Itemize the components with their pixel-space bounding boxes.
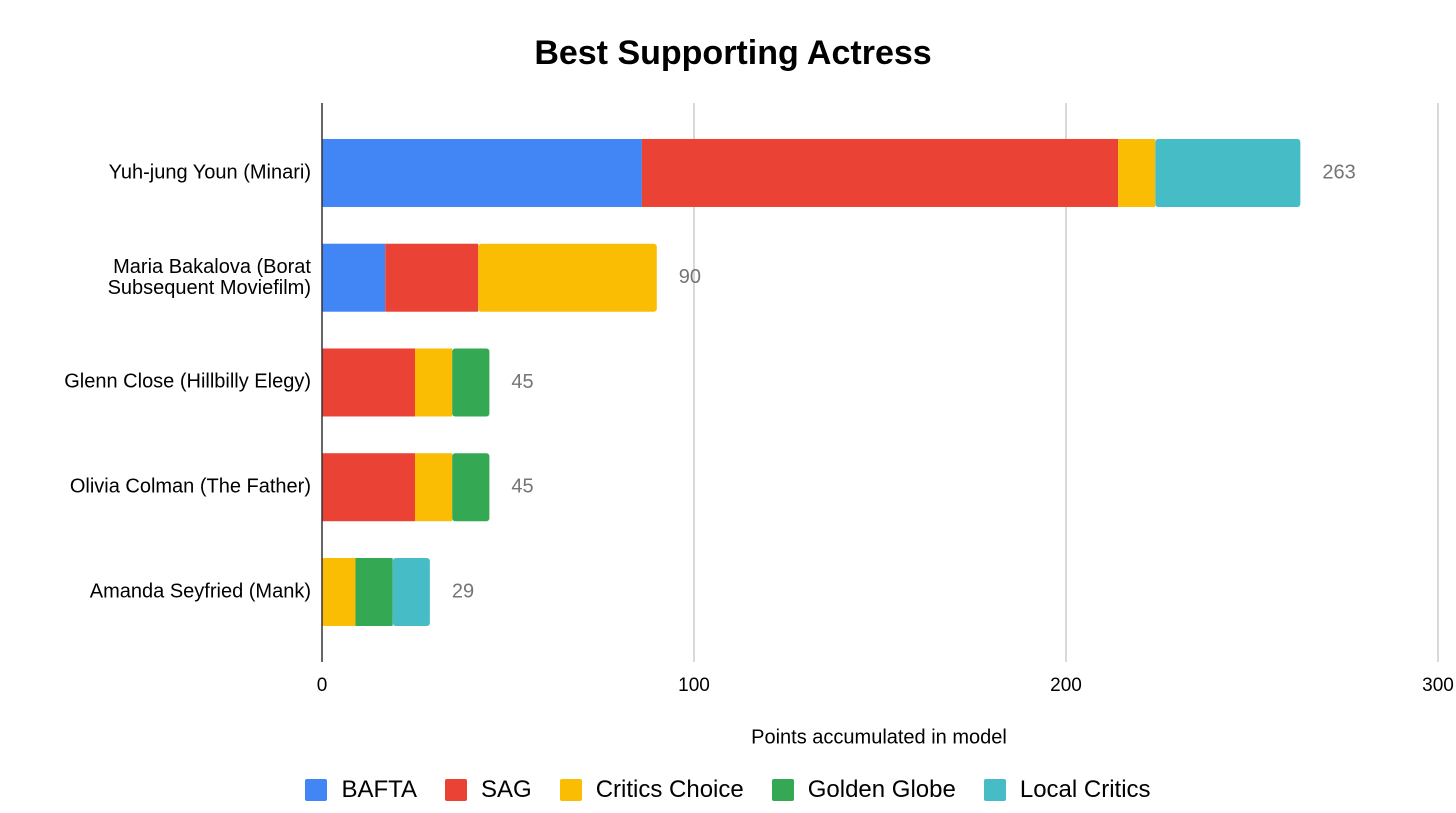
y-tick-label: Maria Bakalova (Borat Subsequent Moviefi… xyxy=(107,255,311,299)
legend-label: Critics Choice xyxy=(595,776,744,803)
bar-segment xyxy=(322,348,415,417)
x-tick-label: 0 xyxy=(317,675,328,696)
bar-segment xyxy=(322,453,415,522)
legend-swatch xyxy=(983,779,1006,801)
legend-swatch xyxy=(445,779,468,801)
bar-segment xyxy=(452,453,490,522)
legend-item: BAFTA xyxy=(305,776,417,804)
legend-swatch xyxy=(771,779,794,801)
legend-item: Critics Choice xyxy=(559,776,744,804)
bar-segment xyxy=(1118,138,1156,207)
legend: BAFTA SAG Critics Choice Golden Globe Local … xyxy=(0,776,1456,804)
legend-label: Local Critics xyxy=(1019,776,1151,803)
legend-item: SAG xyxy=(445,776,532,804)
y-tick-label: Glenn Close (Hillbilly Elegy) xyxy=(64,370,311,393)
x-tick-label: 300 xyxy=(1422,675,1454,696)
total-label: 263 xyxy=(1322,161,1355,183)
legend-swatch xyxy=(305,779,328,801)
bar-segment xyxy=(322,138,642,207)
bar-segment xyxy=(415,348,453,417)
bar-segment xyxy=(322,557,356,626)
legend-label: Golden Globe xyxy=(807,776,956,803)
x-tick-label: 100 xyxy=(678,675,710,696)
total-label: 29 xyxy=(452,580,474,602)
x-axis-title: Points accumulated in model xyxy=(751,726,1007,748)
bar-segment xyxy=(452,348,490,417)
bar-segment xyxy=(392,557,430,626)
y-tick-label: Yuh-jung Youn (Minari) xyxy=(108,161,311,184)
legend-label: BAFTA xyxy=(341,776,418,803)
bar-segment xyxy=(1155,138,1301,207)
bar-segment xyxy=(415,453,453,522)
legend-item: Golden Globe xyxy=(771,776,956,804)
bar-segment xyxy=(385,243,479,312)
chart-title: Best Supporting Actress xyxy=(534,34,931,72)
legend-label: SAG xyxy=(481,776,532,803)
bar-segment xyxy=(322,243,386,312)
y-tick-label: Amanda Seyfried (Mank) xyxy=(89,580,311,603)
total-label: 90 xyxy=(679,266,701,288)
total-label: 45 xyxy=(511,476,533,498)
bar-segment xyxy=(355,557,393,626)
legend-swatch xyxy=(559,779,582,801)
bar-segment xyxy=(478,243,657,312)
x-tick-label: 200 xyxy=(1050,675,1082,696)
total-label: 45 xyxy=(511,371,533,393)
y-tick-label: Olivia Colman (The Father) xyxy=(69,475,311,498)
bar-segment xyxy=(641,138,1119,207)
legend-item: Local Critics xyxy=(983,776,1151,804)
